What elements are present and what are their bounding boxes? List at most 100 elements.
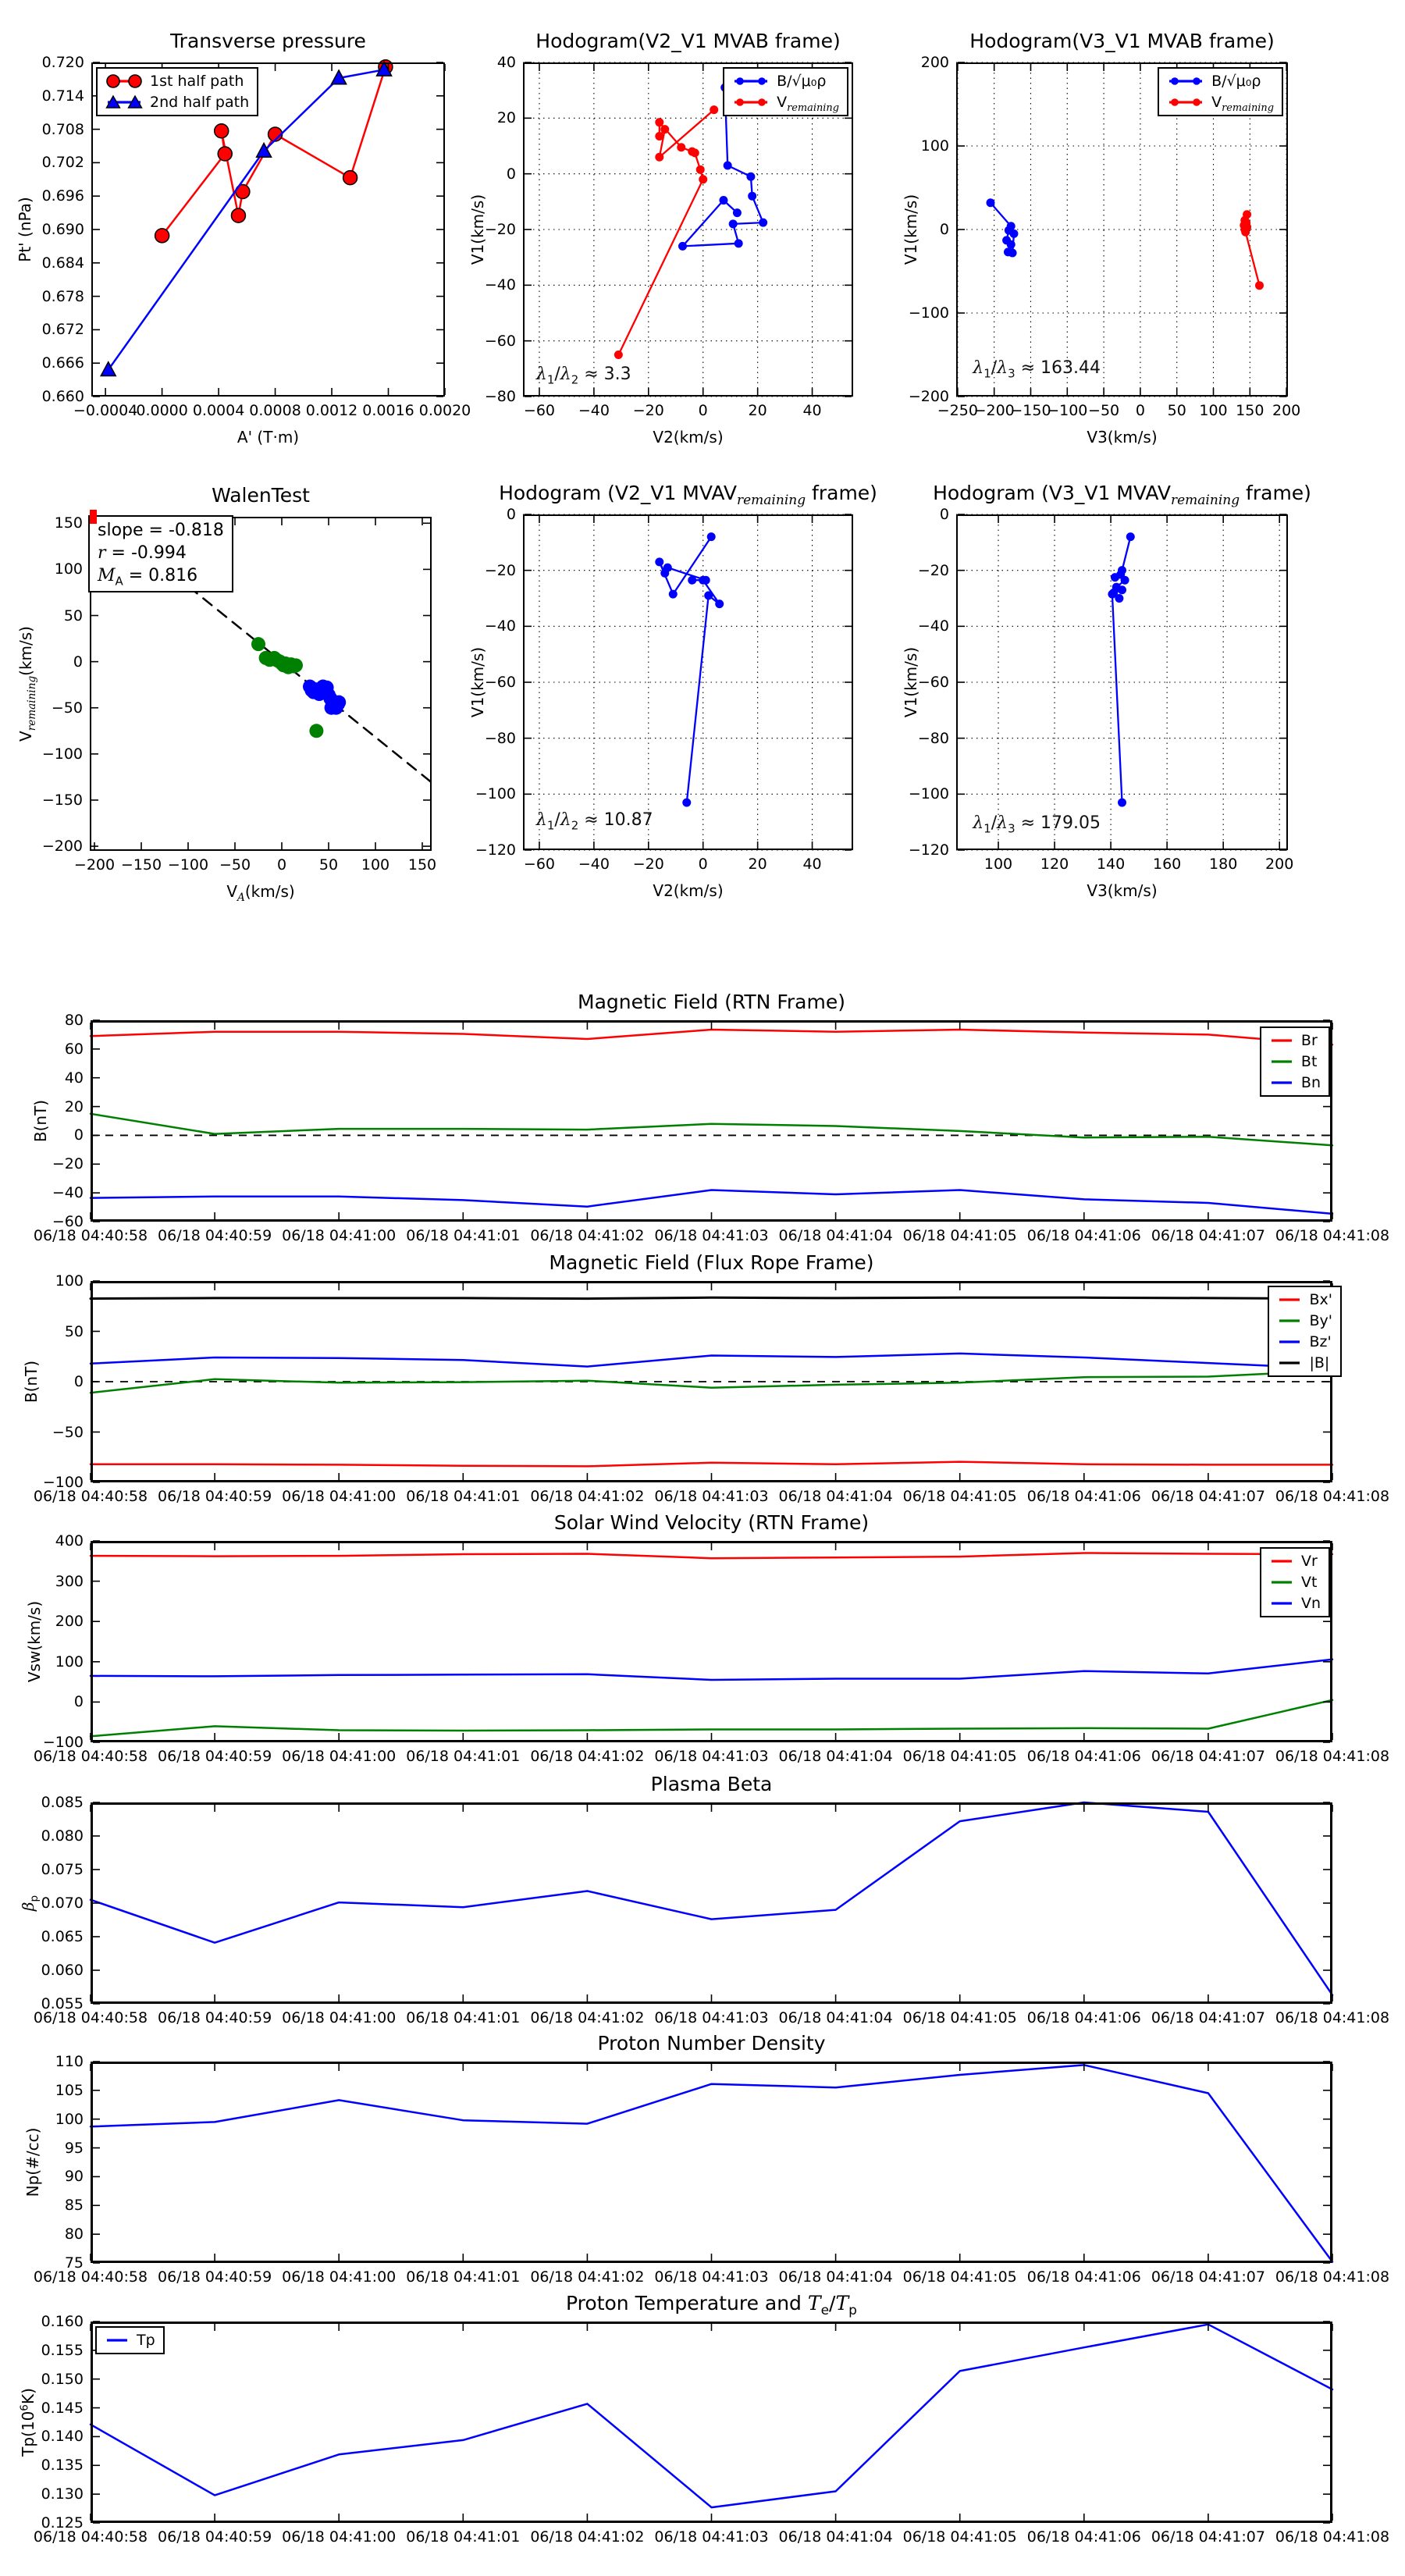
x-tick-label: 06/18 04:41:02	[530, 1227, 645, 1244]
x-tick-label: 06/18 04:40:59	[158, 1748, 272, 1765]
x-tick-label: 06/18 04:41:00	[282, 1227, 397, 1244]
y-tick-label: 0	[939, 506, 949, 523]
y-tick-label: 95	[64, 2139, 84, 2157]
legend-label: 1st half path	[150, 73, 244, 90]
x-tick-label: 0.0016	[362, 402, 414, 419]
chart-proton-number-density: Proton Number Density 06/18 04:40:58 06/18…	[23, 2032, 1389, 2286]
y-tick-label: 0.678	[41, 287, 84, 305]
marker-1st half path	[154, 228, 170, 244]
y-tick-label: 0.080	[41, 1827, 84, 1845]
chart-walen-test: WalenTest −200 −150 −100 −50 0 50 100 150 −200 −15…	[16, 484, 436, 903]
x-tick-label: 06/18 04:40:58	[33, 2268, 148, 2286]
series-Np	[89, 2064, 1334, 2263]
y-tick-label: 80	[64, 1012, 84, 1029]
y-tick-label: 200	[920, 54, 949, 71]
x-axis-label: A' (T·m)	[237, 428, 300, 447]
x-tick-label: 06/18 04:41:03	[654, 2268, 769, 2286]
plot-area	[523, 514, 853, 851]
x-tick-label: 20	[748, 402, 767, 419]
axes-frame	[91, 1541, 1332, 1742]
marker-V hodogram	[1126, 532, 1135, 542]
marker-V_remaining	[1254, 281, 1264, 290]
x-tick-label: 0.0000	[136, 402, 188, 419]
x-tick-label: 06/18 04:41:03	[654, 2009, 769, 2026]
legend-handle-icon	[105, 94, 143, 109]
x-tick-label: −20	[632, 402, 664, 419]
marker-1st half path	[213, 123, 229, 139]
x-tick-label: −40	[578, 856, 610, 873]
legend-entry: Bx'	[1277, 1291, 1332, 1308]
y-axis-label: B(nT)	[22, 1360, 41, 1404]
series-Tp	[89, 2323, 1334, 2509]
y-tick-label: −200	[41, 838, 83, 856]
x-tick-label: −150	[1010, 402, 1051, 419]
marker-first half points	[251, 637, 265, 652]
marker-V hodogram	[706, 532, 716, 542]
axes-frame	[523, 514, 853, 850]
y-tick-label: 0.140	[41, 2428, 84, 2446]
legend-label: Bn	[1300, 1074, 1321, 1091]
axes-frame	[91, 2322, 1332, 2523]
y-tick-label: 80	[64, 2226, 84, 2243]
y-tick-label: 0	[506, 165, 516, 183]
marker-1st half path	[230, 208, 247, 223]
legend: B/√μ₀ρ Vremaining	[723, 67, 848, 116]
x-tick-label: 06/18 04:41:01	[406, 1488, 521, 1505]
marker-B/√μ₀ρ	[1008, 248, 1017, 258]
legend-handle-icon	[1271, 1060, 1292, 1063]
legend-handle-icon	[106, 74, 142, 88]
chart-title: Plasma Beta	[650, 1773, 773, 1795]
chart-title: Hodogram (V2_V1 MVAVremaining frame)	[499, 482, 877, 508]
plot-area	[956, 514, 1288, 851]
x-tick-label: 06/18 04:41:02	[530, 2268, 645, 2286]
y-tick-label: 150	[54, 514, 83, 532]
x-tick-label: 200	[1272, 402, 1301, 419]
x-tick-label: 06/18 04:41:03	[654, 1748, 769, 1765]
legend-handle-icon	[1279, 1319, 1300, 1322]
y-tick-label: −100	[42, 1474, 84, 1491]
x-tick-label: 06/18 04:40:58	[33, 1748, 148, 1765]
series-Bt	[89, 1112, 1334, 1147]
x-tick-label: 06/18 04:40:59	[158, 1227, 272, 1244]
y-tick-label: 0.714	[41, 87, 84, 105]
y-tick-label: −60	[484, 332, 516, 350]
marker-V hodogram	[704, 591, 713, 600]
x-tick-label: −50	[1088, 402, 1120, 419]
y-axis-label: Tp(106K)	[18, 2388, 37, 2457]
x-tick-label: 06/18 04:41:05	[902, 1227, 1017, 1244]
y-tick-label: 0.684	[41, 254, 84, 272]
legend-handle-icon	[1169, 98, 1203, 106]
series-Vn	[89, 1658, 1334, 1681]
legend-label: Bt	[1300, 1053, 1318, 1070]
x-tick-label: 06/18 04:41:02	[530, 1488, 645, 1505]
x-tick-label: 50	[318, 856, 339, 873]
legend-label: Br	[1300, 1032, 1318, 1049]
y-tick-label: 100	[920, 137, 949, 155]
y-tick-label: 0	[939, 221, 949, 238]
x-tick-label: 06/18 04:41:04	[778, 1748, 893, 1765]
legend-entry: B/√μ₀ρ	[732, 73, 839, 90]
marker-V hodogram	[668, 589, 678, 599]
x-tick-label: −60	[523, 402, 556, 419]
x-tick-label: 06/18 04:40:58	[33, 2009, 148, 2026]
legend-handle-icon	[1169, 77, 1203, 85]
marker-B/√μ₀ρ	[732, 208, 742, 218]
x-tick-label: 06/18 04:41:06	[1026, 1227, 1141, 1244]
axes-frame	[956, 514, 1288, 850]
x-tick-label: 06/18 04:41:02	[530, 1748, 645, 1765]
y-tick-label: −200	[908, 388, 949, 405]
marker-B/√μ₀ρ	[986, 198, 995, 208]
y-tick-label: 40	[64, 1069, 84, 1087]
marker-B/√μ₀ρ	[719, 196, 728, 205]
marker-B/√μ₀ρ	[759, 218, 768, 227]
x-tick-label: 100	[1199, 402, 1228, 419]
legend-label: Vt	[1300, 1574, 1318, 1591]
marker-V_remaining	[677, 143, 686, 152]
x-tick-label: 06/18 04:41:06	[1026, 2528, 1141, 2546]
x-tick-label: 06/18 04:41:02	[530, 2009, 645, 2026]
y-tick-label: 50	[64, 1322, 84, 1340]
x-tick-label: 100	[984, 856, 1013, 873]
axes-frame	[956, 62, 1288, 397]
y-tick-label: 90	[64, 2168, 84, 2186]
chart-magnetic-field-rtn: Magnetic Field (RTN Frame) 06/18 04:40:58…	[31, 991, 1389, 1244]
